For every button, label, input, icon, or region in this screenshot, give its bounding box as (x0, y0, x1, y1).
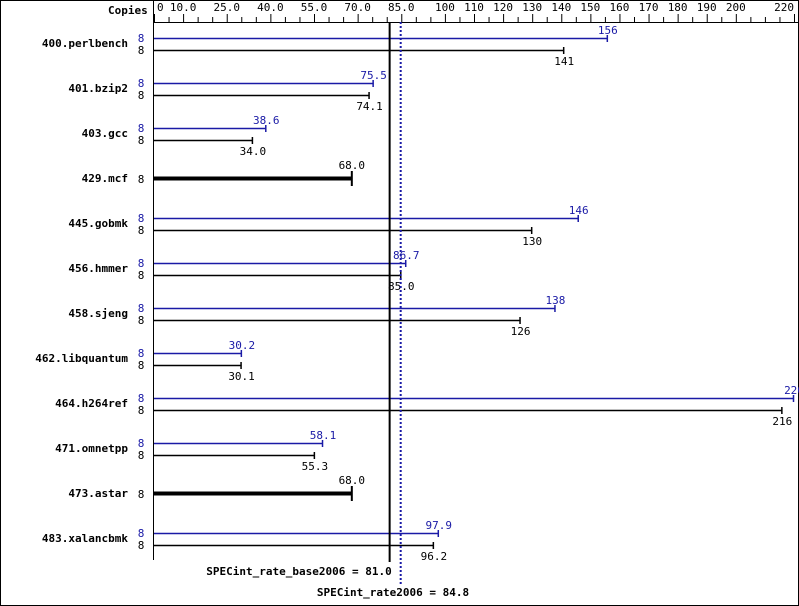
base-value-label: 130 (522, 235, 542, 248)
peak-value-label: 146 (569, 204, 589, 217)
peak-value-label: 30.2 (229, 339, 256, 352)
peak-value-label: 97.9 (426, 519, 453, 532)
peak-value-label: 86.7 (393, 249, 420, 262)
peak-reference-label: SPECint_rate2006 = 84.8 (317, 586, 469, 599)
base-value-label: 96.2 (421, 550, 448, 563)
base-copies-label: 8 (138, 269, 145, 282)
copies-label: 8 (138, 488, 145, 501)
copies-label: 8 (138, 173, 145, 186)
tick-label: 100 (435, 1, 455, 14)
peak-copies-label: 8 (138, 527, 145, 540)
tick-label: 150 (580, 1, 600, 14)
base-value-label: 74.1 (356, 100, 383, 113)
base-value-label: 55.3 (302, 460, 329, 473)
peak-copies-label: 8 (138, 77, 145, 90)
base-value-label: 126 (511, 325, 531, 338)
category-label: 462.libquantum (35, 352, 128, 365)
base-copies-label: 8 (138, 539, 145, 552)
base-reference-label: SPECint_rate_base2006 = 81.0 (206, 565, 391, 578)
peak-value-label: 156 (598, 24, 618, 37)
tick-label: 130 (522, 1, 542, 14)
peak-copies-label: 8 (138, 392, 145, 405)
peak-value-label: 75.5 (360, 69, 387, 82)
tick-label: 110 (464, 1, 484, 14)
tick-label: 85.0 (388, 1, 415, 14)
tick-label: 190 (697, 1, 717, 14)
tick-label: 170 (639, 1, 659, 14)
tick-label: 55.0 (301, 1, 328, 14)
base-copies-label: 8 (138, 359, 145, 372)
category-label: 473.astar (68, 487, 128, 500)
base-value-label: 68.0 (339, 159, 366, 172)
tick-label: 220 (774, 1, 794, 14)
peak-copies-label: 8 (138, 347, 145, 360)
category-label: 400.perlbench (42, 37, 128, 50)
category-label: 483.xalancbmk (42, 532, 128, 545)
tick-label: 140 (551, 1, 571, 14)
base-value-label: 68.0 (339, 474, 366, 487)
category-label: 471.omnetpp (55, 442, 128, 455)
base-copies-label: 8 (138, 404, 145, 417)
peak-copies-label: 8 (138, 122, 145, 135)
tick-label: 25.0 (213, 1, 240, 14)
peak-value-label: 220 (784, 384, 799, 397)
base-copies-label: 8 (138, 224, 145, 237)
category-label: 401.bzip2 (68, 82, 128, 95)
peak-value-label: 138 (546, 294, 566, 307)
base-copies-label: 8 (138, 449, 145, 462)
peak-value-label: 58.1 (310, 429, 337, 442)
base-value-label: 216 (772, 415, 792, 428)
peak-copies-label: 8 (138, 212, 145, 225)
peak-copies-label: 8 (138, 257, 145, 270)
tick-label: 120 (493, 1, 513, 14)
tick-label: 0 (157, 1, 164, 14)
peak-value-label: 38.6 (253, 114, 280, 127)
tick-label: 200 (726, 1, 746, 14)
base-copies-label: 8 (138, 314, 145, 327)
tick-label: 40.0 (257, 1, 284, 14)
category-label: 445.gobmk (68, 217, 128, 230)
peak-copies-label: 8 (138, 437, 145, 450)
category-label: 458.sjeng (68, 307, 128, 320)
base-value-label: 141 (554, 55, 574, 68)
base-value-label: 30.1 (228, 370, 255, 383)
base-copies-label: 8 (138, 44, 145, 57)
peak-copies-label: 8 (138, 32, 145, 45)
category-label: 403.gcc (82, 127, 128, 140)
tick-label: 70.0 (344, 1, 371, 14)
category-label: 429.mcf (82, 172, 128, 185)
tick-label: 160 (610, 1, 630, 14)
base-value-label: 34.0 (240, 145, 267, 158)
tick-label: 10.0 (170, 1, 197, 14)
base-copies-label: 8 (138, 134, 145, 147)
peak-copies-label: 8 (138, 302, 145, 315)
axis-label: Copies (108, 4, 148, 17)
category-label: 456.hmmer (68, 262, 128, 275)
base-copies-label: 8 (138, 89, 145, 102)
category-label: 464.h264ref (55, 397, 128, 410)
tick-label: 180 (668, 1, 688, 14)
